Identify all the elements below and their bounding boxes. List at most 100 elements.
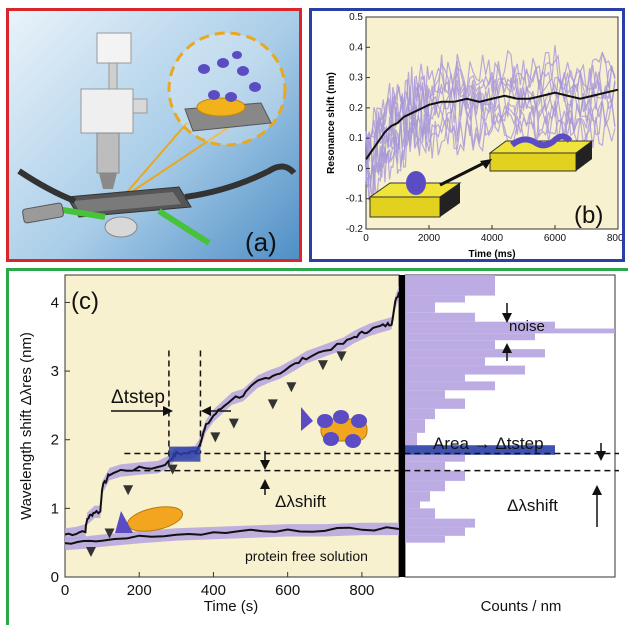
histogram-bar [405,501,420,509]
wavelength-shift-chart: 0 200 400 600 800 0 1 2 3 4 (c) Δtstep Δλshift p… [18,274,619,615]
step-highlight [168,446,201,462]
histogram-bar [405,432,417,446]
binding-trace [64,291,400,537]
step-marker [267,399,278,410]
y-tick-label: 0 [51,569,59,586]
x-tick-label: 6000 [544,233,567,244]
panel-b-label: (b) [574,202,603,229]
y-tick-label: 0 [357,163,363,174]
step-marker [123,485,134,496]
histogram-bar [405,365,525,375]
histogram-x-label: Counts / nm [481,598,562,615]
panel-a-illustration: (a) [6,8,302,262]
histogram-bar [405,374,465,382]
step-marker [336,351,347,362]
individual-trace [365,82,616,183]
protein-molecule [406,171,426,195]
individual-trace [365,44,616,141]
x-tick-label: 0 [61,582,69,599]
histogram-bar [405,470,465,481]
histogram-bar [405,302,435,313]
y-axis-label-b: Resonance shift (nm) [326,72,337,174]
x-tick-label: 800 [349,582,374,599]
x-tick-label: 0 [363,233,369,244]
histogram-bar [405,340,495,350]
histogram-bar [405,408,435,420]
y-tick-label: -0.2 [346,224,364,235]
histogram-bar [405,295,465,303]
camera-box [96,32,132,64]
histogram-bar [405,445,555,455]
x-tick-label: 600 [275,582,300,599]
histogram-bar [405,321,555,329]
histogram-bar [405,398,465,409]
histogram-bar [405,390,445,399]
step-marker [104,528,115,539]
step-marker [286,382,297,393]
delta-lambda-shift-label: Δλshift [275,492,326,511]
y-tick-label: 0.4 [349,42,363,53]
microscope-illustration: (a) [17,31,297,257]
step-marker [167,464,178,475]
y-tick-label: -0.1 [346,194,364,205]
microscope-body [80,88,134,134]
histogram-bar [405,349,545,358]
average-trace [365,88,619,160]
y-tick-label: 4 [51,294,59,311]
x-axis-label-c: Time (s) [204,598,258,615]
noise-label: noise [509,318,545,335]
step-marker [210,432,221,443]
histogram-shift-label: Δλshift [507,496,558,515]
histogram-bar [405,381,495,391]
histogram-bar [405,461,445,471]
y-tick-label: 0.1 [349,133,363,144]
panel-c-chart: 0 200 400 600 800 0 1 2 3 4 (c) Δtstep Δλshift p… [6,268,628,625]
nanorod-icon-1 [115,506,183,533]
histogram-bar [405,491,430,502]
step-marker [317,360,328,371]
zoom-circle [167,31,287,147]
resonance-shift-chart: -0.2 -0.1 0 0.1 0.2 0.3 0.4 0.5 0 2000 4000 6000 80… [326,12,628,260]
step-marker [85,546,96,557]
optical-fiber [56,206,106,220]
individual-trace [365,99,616,201]
histogram-bar [405,357,485,366]
histogram-bar [405,454,465,462]
histogram-bar [405,312,475,322]
y-tick-label: 0.2 [349,103,363,114]
individual-trace [365,51,616,150]
delta-t-step-label: Δtstep [111,387,165,408]
histogram-bar [405,527,465,536]
trace-noise-band [65,285,399,541]
transition-arrow [439,159,489,187]
protein-free-label: protein free solution [245,548,368,564]
panel-a-label: (a) [245,227,277,257]
histogram-bar [405,508,435,519]
panel-b-chart: -0.2 -0.1 0 0.1 0.2 0.3 0.4 0.5 0 2000 4000 6000 80… [309,8,628,262]
y-tick-label: 3 [51,363,59,380]
y-tick-label: 0.3 [349,73,363,84]
x-tick-label: 2000 [418,233,441,244]
histogram-bar [405,419,425,433]
unfolded-protein [510,133,573,149]
panel-c-label: (c) [71,288,99,315]
x-tick-label: 200 [127,582,152,599]
y-tick-label: 0.5 [349,12,363,23]
histogram-bar [405,328,615,334]
trace-noise-band [65,522,399,551]
x-tick-label: 4000 [481,233,504,244]
x-tick-label: 400 [201,582,226,599]
histogram-bar [405,333,535,341]
y-tick-label: 2 [51,432,59,449]
individual-trace [365,96,616,189]
y-tick-label: 1 [51,500,59,517]
x-axis-label-b: Time (ms) [468,249,515,259]
area-label: Area → Δtstep [433,434,544,453]
histogram-bar [405,275,495,296]
y-axis-label-c: Wavelength shift Δλres (nm) [18,332,35,520]
protein-free-trace [64,526,400,545]
histogram-bar [405,518,475,528]
histogram-bar [405,535,445,543]
step-marker [228,418,239,429]
